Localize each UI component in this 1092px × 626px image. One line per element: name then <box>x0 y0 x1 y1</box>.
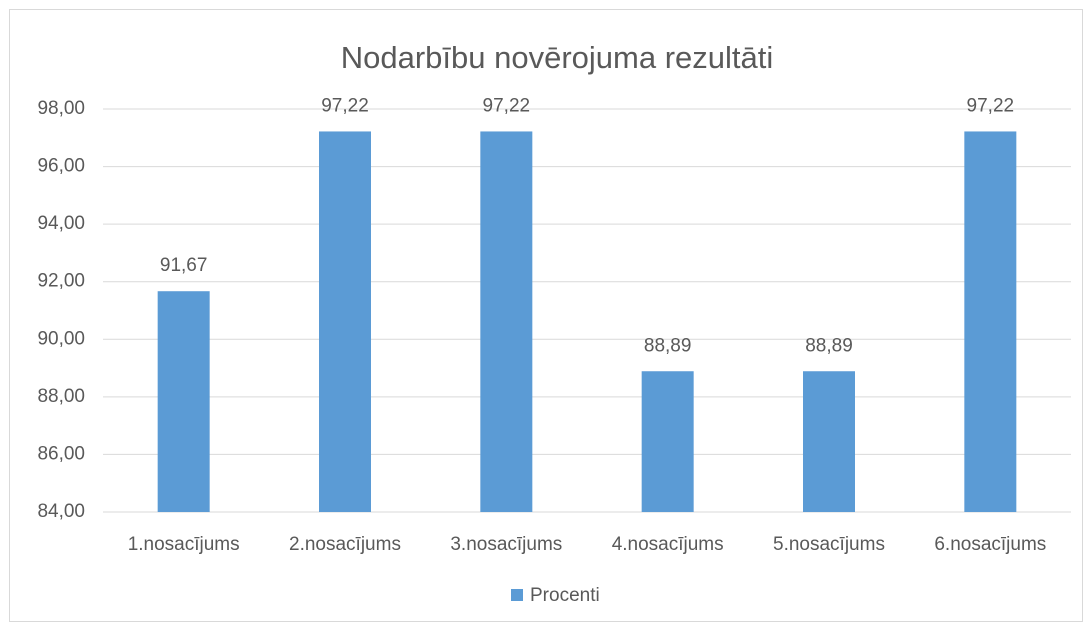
x-tick-label: 3.nosacījums <box>450 534 562 555</box>
y-tick-label: 94,00 <box>37 213 85 234</box>
data-label: 97,22 <box>967 95 1015 116</box>
x-tick-label: 6.nosacījums <box>934 534 1046 555</box>
bar <box>157 291 210 512</box>
y-tick-label: 90,00 <box>37 328 85 349</box>
chart-title: Nodarbību novērojuma rezultāti <box>341 40 774 75</box>
bar <box>319 131 371 512</box>
legend-swatch <box>511 589 523 601</box>
data-label: 97,22 <box>483 95 531 116</box>
x-tick-label: 2.nosacījums <box>289 534 401 555</box>
bar <box>964 131 1017 512</box>
y-tick-label: 86,00 <box>37 443 85 464</box>
legend-label: Procenti <box>530 585 600 606</box>
data-label: 88,89 <box>805 335 853 356</box>
y-tick-label: 98,00 <box>37 98 85 119</box>
y-tick-label: 92,00 <box>37 271 85 292</box>
x-tick-label: 4.nosacījums <box>612 534 724 555</box>
y-tick-label: 88,00 <box>37 386 85 407</box>
data-label: 91,67 <box>160 255 208 276</box>
bar <box>480 131 533 512</box>
data-label: 97,22 <box>321 95 369 116</box>
bar <box>803 371 855 512</box>
data-label: 88,89 <box>644 335 692 356</box>
y-tick-label: 96,00 <box>37 156 85 177</box>
x-tick-label: 1.nosacījums <box>128 534 240 555</box>
x-tick-label: 5.nosacījums <box>773 534 885 555</box>
bar <box>641 371 694 512</box>
y-tick-label: 84,00 <box>37 501 85 522</box>
